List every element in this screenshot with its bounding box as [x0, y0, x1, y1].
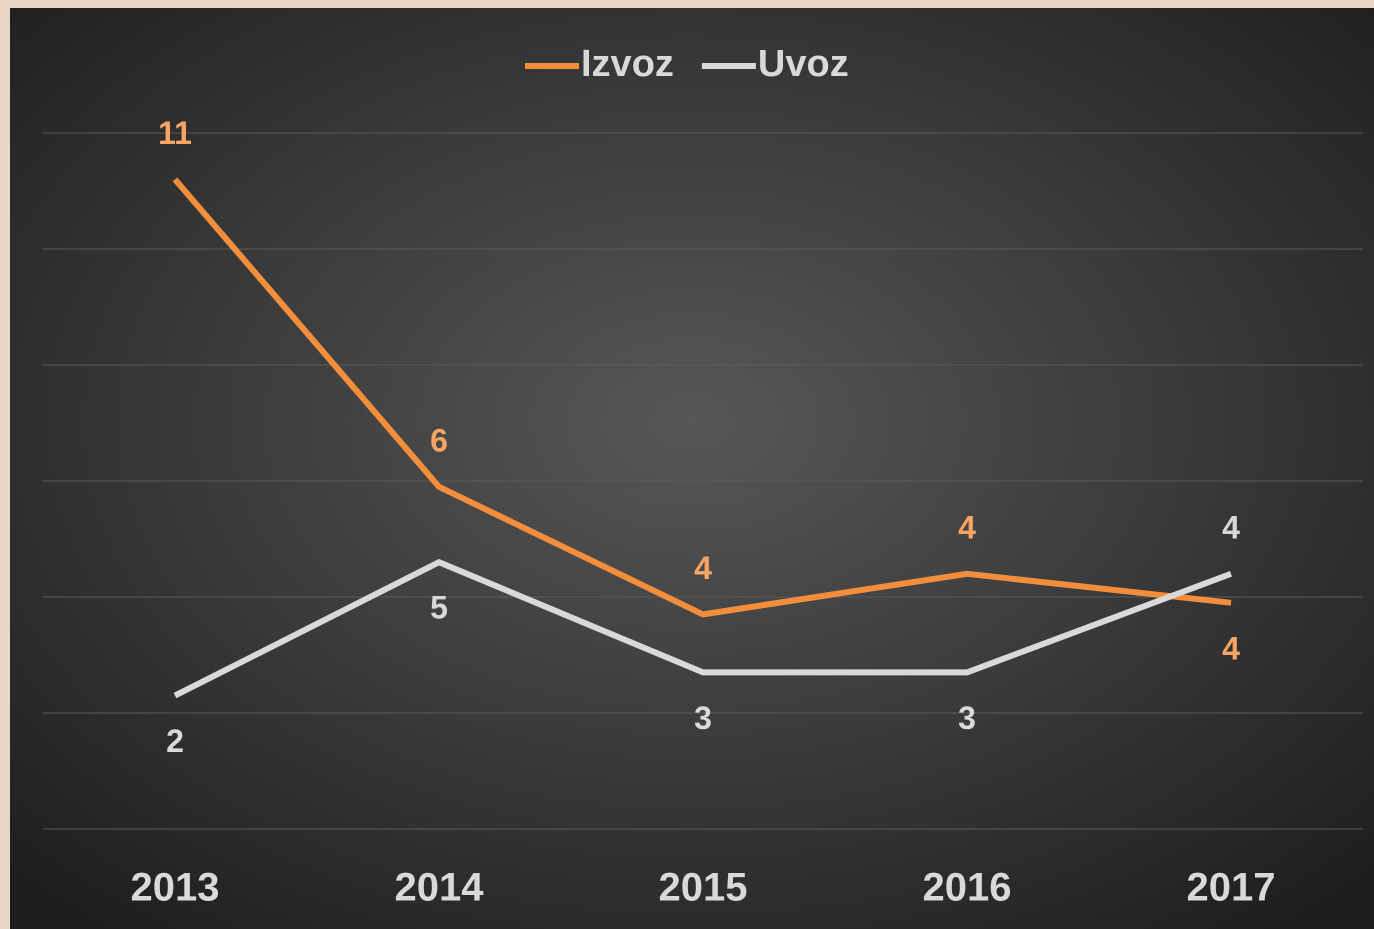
legend-label: Uvoz: [758, 43, 849, 85]
data-label: 2: [166, 723, 184, 759]
x-tick-label: 2014: [395, 866, 485, 910]
data-label: 3: [694, 700, 712, 736]
data-label: 5: [430, 590, 448, 626]
x-tick-label: 2016: [923, 866, 1012, 910]
data-label: 4: [1222, 509, 1240, 545]
data-label: 3: [958, 700, 976, 736]
x-tick-label: 2015: [659, 866, 748, 910]
series-line: [173, 559, 1233, 699]
data-label: 11: [158, 115, 192, 151]
chart-background: [10, 8, 1374, 929]
x-tick-label: 2017: [1187, 866, 1276, 910]
legend-label: Izvoz: [581, 43, 674, 85]
x-tick-label: 2013: [131, 866, 220, 910]
data-label: 4: [958, 509, 976, 545]
data-label: 4: [694, 550, 712, 586]
series-line: [172, 177, 1232, 618]
data-label: 4: [1222, 630, 1240, 666]
data-label: 6: [430, 422, 448, 458]
